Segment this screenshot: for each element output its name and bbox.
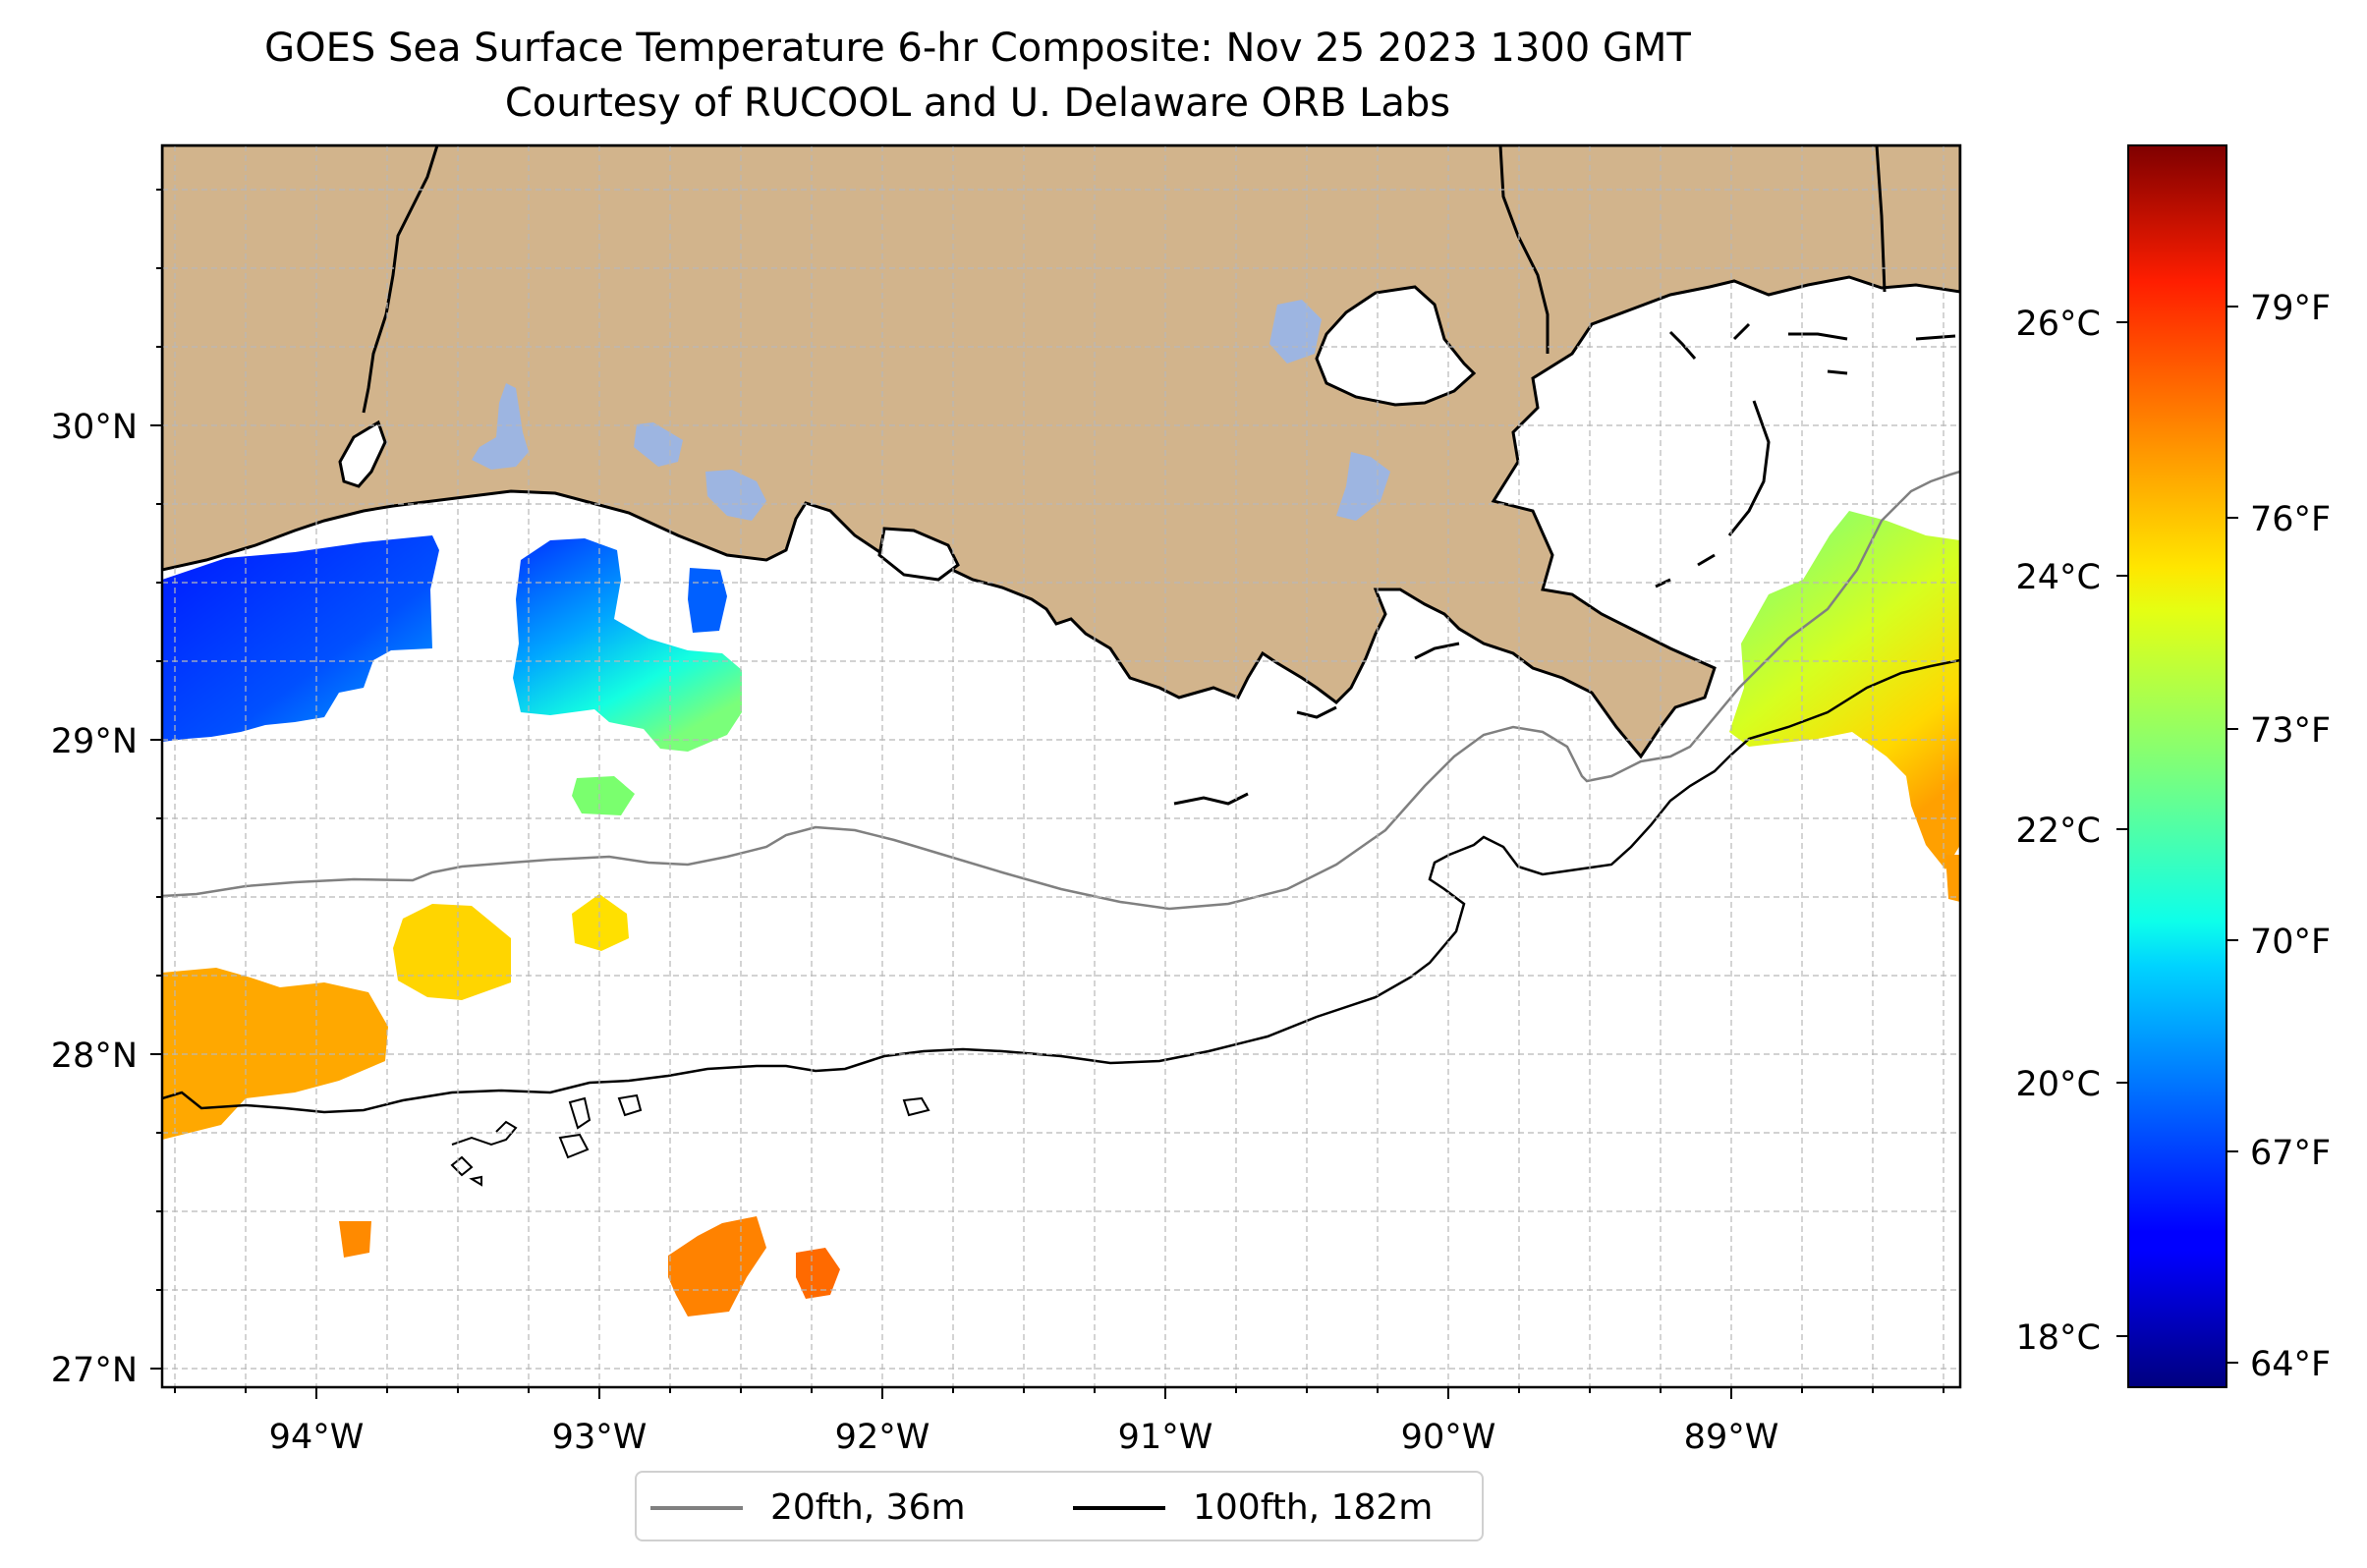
fahrenheit-tick-label: 76°F [2250, 500, 2331, 539]
celsius-tick-label: 26°C [2016, 305, 2101, 344]
water-bodies [338, 285, 1477, 582]
colorbar-ticks [2116, 306, 2238, 1364]
lat-tick-label: 27°N [51, 1351, 138, 1390]
axis-ticks [150, 189, 1944, 1399]
celsius-tick-label: 22°C [2016, 812, 2101, 851]
lat-tick-label: 29°N [51, 722, 138, 761]
fahrenheit-tick-label: 79°F [2250, 289, 2331, 328]
legend-line-gray [650, 1506, 743, 1510]
inland-lakes [472, 300, 1390, 521]
land-mass [162, 145, 1960, 759]
fahrenheit-tick-label: 73°F [2250, 711, 2331, 751]
lon-tick-label: 89°W [1684, 1418, 1779, 1457]
celsius-tick-label: 24°C [2016, 558, 2101, 597]
sst-patches [162, 511, 1960, 1316]
lon-tick-label: 90°W [1401, 1418, 1496, 1457]
fahrenheit-tick-label: 70°F [2250, 923, 2331, 962]
gridlines [162, 145, 1960, 1387]
lon-tick-label: 93°W [552, 1418, 648, 1457]
plot-frame [160, 143, 1962, 1389]
lon-tick-label: 91°W [1118, 1418, 1213, 1457]
lat-tick-label: 28°N [51, 1036, 138, 1076]
legend-label: 100fth, 182m [1193, 1487, 1434, 1528]
state-boundaries [362, 145, 1887, 414]
delta-coastline [1173, 322, 1956, 806]
lon-tick-label: 94°W [269, 1418, 365, 1457]
celsius-tick-label: 20°C [2016, 1065, 2101, 1104]
lat-tick-label: 30°N [51, 408, 138, 447]
isobath-100fth [162, 658, 1960, 1114]
legend: 20fth, 36m 100fth, 182m [635, 1471, 1484, 1541]
legend-line-black [1073, 1506, 1165, 1510]
fahrenheit-tick-label: 64°F [2250, 1345, 2331, 1384]
map-subtitle: Courtesy of RUCOOL and U. Delaware ORB L… [504, 81, 1451, 126]
fahrenheit-tick-label: 67°F [2250, 1134, 2331, 1173]
celsius-tick-label: 18°C [2016, 1318, 2101, 1358]
lon-tick-label: 92°W [835, 1418, 930, 1457]
isobath-20fth [162, 470, 1960, 911]
seamount-contours [450, 1093, 930, 1187]
map-title: GOES Sea Surface Temperature 6-hr Compos… [264, 26, 1691, 71]
colorbar [2127, 144, 2227, 1388]
legend-label: 20fth, 36m [770, 1487, 966, 1528]
